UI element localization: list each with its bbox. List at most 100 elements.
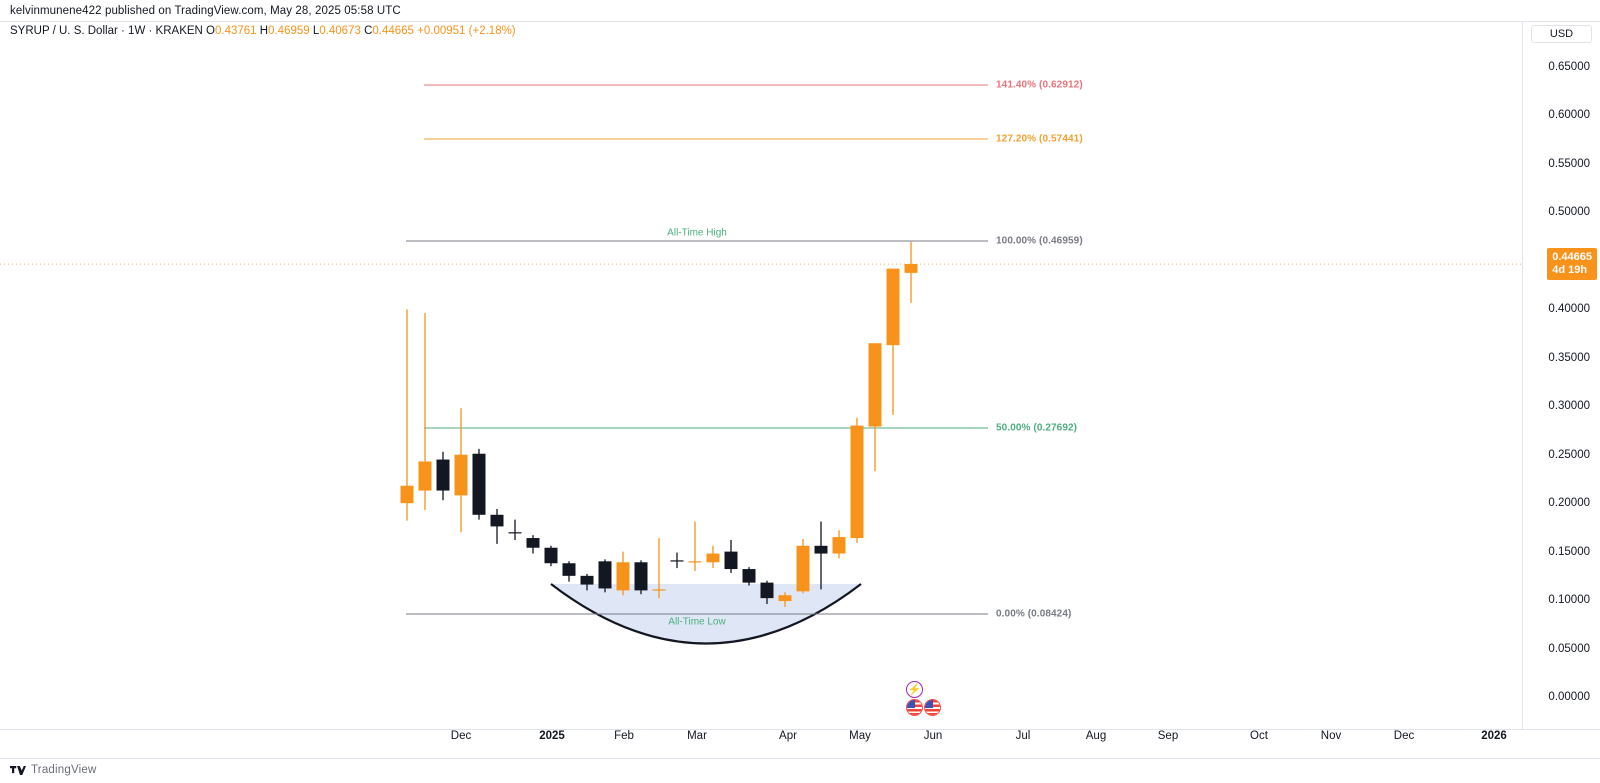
time-scale-divider <box>0 729 1600 730</box>
candle-body <box>544 547 558 564</box>
price-tick: 0.35000 <box>1548 351 1590 364</box>
time-tick: Jun <box>923 730 943 742</box>
price-tick: 0.10000 <box>1548 594 1590 607</box>
legend-close-value: 0.44665 <box>372 25 414 37</box>
candle-body <box>850 425 864 539</box>
legend-change: +0.00951 <box>417 25 466 37</box>
price-tick: 0.20000 <box>1548 497 1590 510</box>
rounding-bottom-stroke[interactable] <box>550 583 862 645</box>
legend-high-label: H <box>259 25 269 37</box>
time-tick: Oct <box>1250 730 1268 742</box>
time-tick: Apr <box>779 730 797 742</box>
candle-body <box>472 453 486 515</box>
us-flag-icon <box>907 700 922 715</box>
price-tick: 0.40000 <box>1548 303 1590 316</box>
candle-body <box>562 563 576 576</box>
legend-change-percent: (+2.18%) <box>468 25 516 37</box>
time-tick: 2025 <box>539 730 565 742</box>
fib-level-label: 50.00% (0.27692) <box>996 422 1078 434</box>
economic-event-marker-1[interactable] <box>906 699 923 716</box>
legend-close-label: C <box>364 25 373 37</box>
flag-canton <box>925 700 933 709</box>
tradingview-mark-icon <box>10 765 26 776</box>
candle-body <box>454 454 468 496</box>
legend-low-value: 0.40673 <box>319 25 361 37</box>
candle-body <box>670 560 684 562</box>
legend-separator-2: · <box>148 25 153 37</box>
time-tick: Nov <box>1320 730 1342 742</box>
candle-body <box>886 268 900 346</box>
time-tick: Feb <box>614 730 634 742</box>
time-tick: Jul <box>1015 730 1031 742</box>
time-tick: Mar <box>687 730 707 742</box>
time-tick: 2026 <box>1481 730 1507 742</box>
candle-body <box>598 561 612 589</box>
price-tick: 0.55000 <box>1548 157 1590 170</box>
flag-canton <box>907 700 915 709</box>
candle-body <box>778 595 792 602</box>
publish-attribution: kelvinmunene422 published on TradingView… <box>10 5 401 17</box>
bar-countdown: 4d 19h <box>1552 264 1588 277</box>
time-tick: Dec <box>1393 730 1415 742</box>
candle-body <box>796 545 810 592</box>
tradingview-logo[interactable]: TradingView <box>10 764 96 776</box>
chart-annotation-label[interactable]: All-Time High <box>667 227 727 239</box>
candle-body <box>724 551 738 570</box>
currency-badge[interactable]: USD <box>1531 25 1592 43</box>
candle-body <box>400 485 414 504</box>
us-flag-icon <box>925 700 940 715</box>
candle-body <box>490 514 504 527</box>
candle-body <box>904 264 918 273</box>
candle-body <box>526 538 540 548</box>
chart-annotation-label[interactable]: All-Time Low <box>668 616 726 628</box>
legend-open-label: O <box>206 25 215 37</box>
last-price-badge: 0.44665 4d 19h <box>1547 248 1597 281</box>
price-tick: 0.30000 <box>1548 400 1590 413</box>
candle-body <box>760 582 774 599</box>
legend-symbol[interactable]: SYRUP / U. S. Dollar <box>10 25 118 37</box>
candle-body <box>652 589 666 591</box>
candle-body <box>616 562 630 591</box>
candle-series[interactable] <box>400 241 918 607</box>
tradingview-wordmark: TradingView <box>31 764 97 776</box>
header-divider <box>0 21 1600 22</box>
time-tick: Aug <box>1085 730 1107 742</box>
candle-body <box>634 562 648 591</box>
time-tick: Sep <box>1157 730 1179 742</box>
legend-separator-1: · <box>121 25 125 37</box>
candle-body <box>418 461 432 491</box>
time-tick: May <box>849 730 871 742</box>
legend-exchange: KRAKEN <box>155 25 203 37</box>
legend-high-value: 0.46959 <box>268 25 310 37</box>
candle-body <box>706 553 720 563</box>
fib-level-label: 0.00% (0.08424) <box>996 608 1072 620</box>
price-scale[interactable]: USD 0.650000.600000.550000.500000.450000… <box>1522 22 1600 729</box>
legend-interval[interactable]: 1W <box>128 25 146 37</box>
candle-body <box>814 545 828 554</box>
earnings-marker[interactable]: ⚡ <box>906 681 923 698</box>
fib-level-label: 141.40% (0.62912) <box>996 79 1083 91</box>
candle-body <box>832 537 846 554</box>
candle-body <box>508 532 522 534</box>
chart-pane[interactable]: 141.40% (0.62912) 127.20% (0.57441) 100.00… <box>0 22 1522 729</box>
chart-legend[interactable]: SYRUP / U. S. Dollar · 1W · KRAKEN O0.43… <box>10 25 516 37</box>
time-scale[interactable]: Dec 2025 Feb Mar Apr May Jun Jul Aug Sep Oct Nov Dec… <box>0 730 1522 758</box>
legend-open-value: 0.43761 <box>215 25 257 37</box>
price-tick: 0.05000 <box>1548 642 1590 655</box>
footer-bar: TradingView <box>0 758 1600 783</box>
candle-body <box>742 569 756 583</box>
candle-body <box>436 459 450 491</box>
price-tick: 0.15000 <box>1548 545 1590 558</box>
fib-level-label: 127.20% (0.57441) <box>996 133 1083 145</box>
price-tick: 0.00000 <box>1548 691 1590 703</box>
last-price-value: 0.44665 <box>1552 251 1592 264</box>
chart-canvas[interactable] <box>0 22 1522 729</box>
legend-low-label: L <box>312 25 320 37</box>
price-tick: 0.50000 <box>1548 206 1590 219</box>
economic-event-marker-2[interactable] <box>924 699 941 716</box>
lightning-icon: ⚡ <box>907 684 922 696</box>
candle-body <box>868 343 882 427</box>
fib-level-label: 100.00% (0.46959) <box>996 235 1083 247</box>
price-tick: 0.60000 <box>1548 109 1590 122</box>
